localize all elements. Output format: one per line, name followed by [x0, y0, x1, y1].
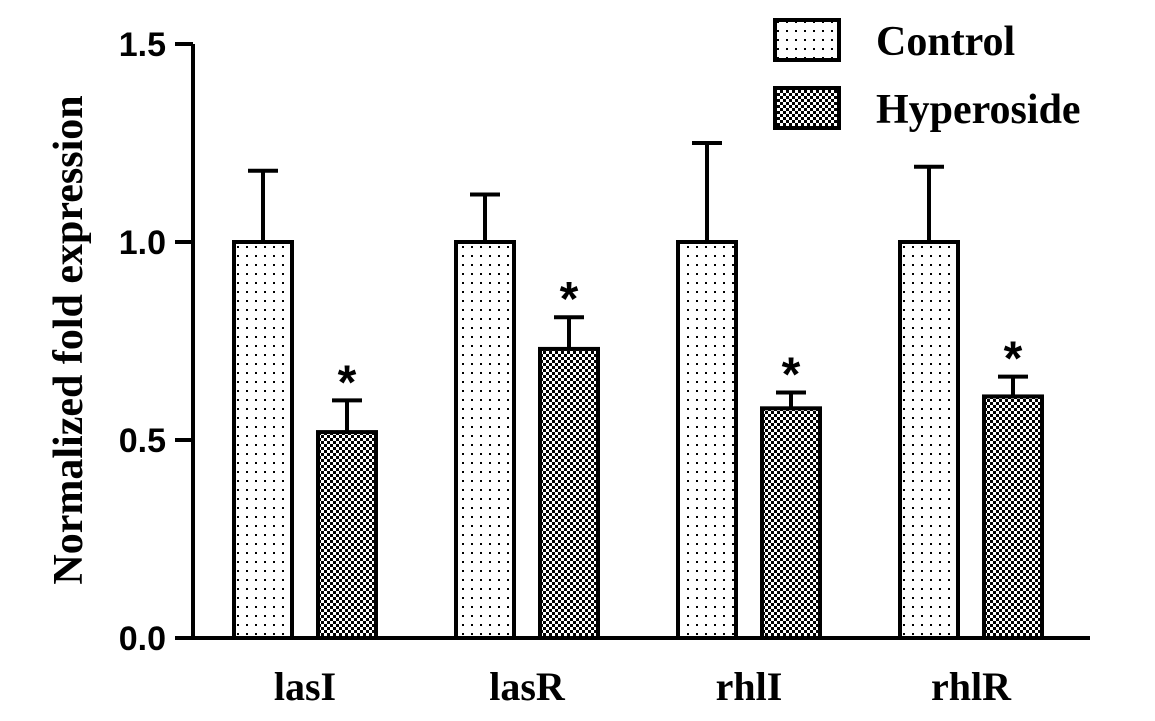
legend-label-hyperoside: Hyperoside	[876, 87, 1081, 133]
bar-control-rhlI	[676, 240, 738, 640]
bar-control-lasI	[232, 240, 294, 640]
significance-marker: *	[1004, 333, 1023, 386]
bar-hyperoside-rhlI	[760, 406, 822, 640]
y-tick-label: 0.5	[119, 422, 166, 460]
bar-control-rhlR	[898, 240, 960, 640]
significance-marker: *	[338, 356, 357, 409]
y-tick-label: 1.0	[119, 224, 166, 262]
significance-marker: *	[782, 348, 801, 401]
bar-hyperoside-lasI	[316, 430, 378, 640]
legend-swatch-hyperoside	[773, 86, 841, 130]
bar-hyperoside-lasR	[538, 346, 600, 640]
x-tick-label-rhlI: rhlI	[716, 664, 783, 709]
x-tick-label-lasI: lasI	[274, 664, 336, 709]
legend: Control Hyperoside	[773, 18, 1081, 133]
y-axis-label: Normalized fold expression	[46, 95, 92, 584]
legend-swatch-control	[773, 18, 841, 62]
y-tick-label: 1.5	[119, 26, 166, 64]
bar-control-lasR	[454, 240, 516, 640]
x-axis-labels: lasI lasR rhlI rhlR	[274, 664, 1012, 709]
x-tick-label-rhlR: rhlR	[931, 664, 1012, 709]
significance-marker: *	[560, 273, 579, 326]
y-axis-ticks: 0.0 0.5 1.0 1.5	[119, 26, 193, 658]
bar-series: * * * *	[232, 141, 1044, 640]
x-tick-label-lasR: lasR	[489, 664, 566, 709]
legend-label-control: Control	[876, 19, 1015, 65]
bar-hyperoside-rhlR	[982, 394, 1044, 640]
y-tick-label: 0.0	[119, 620, 166, 658]
